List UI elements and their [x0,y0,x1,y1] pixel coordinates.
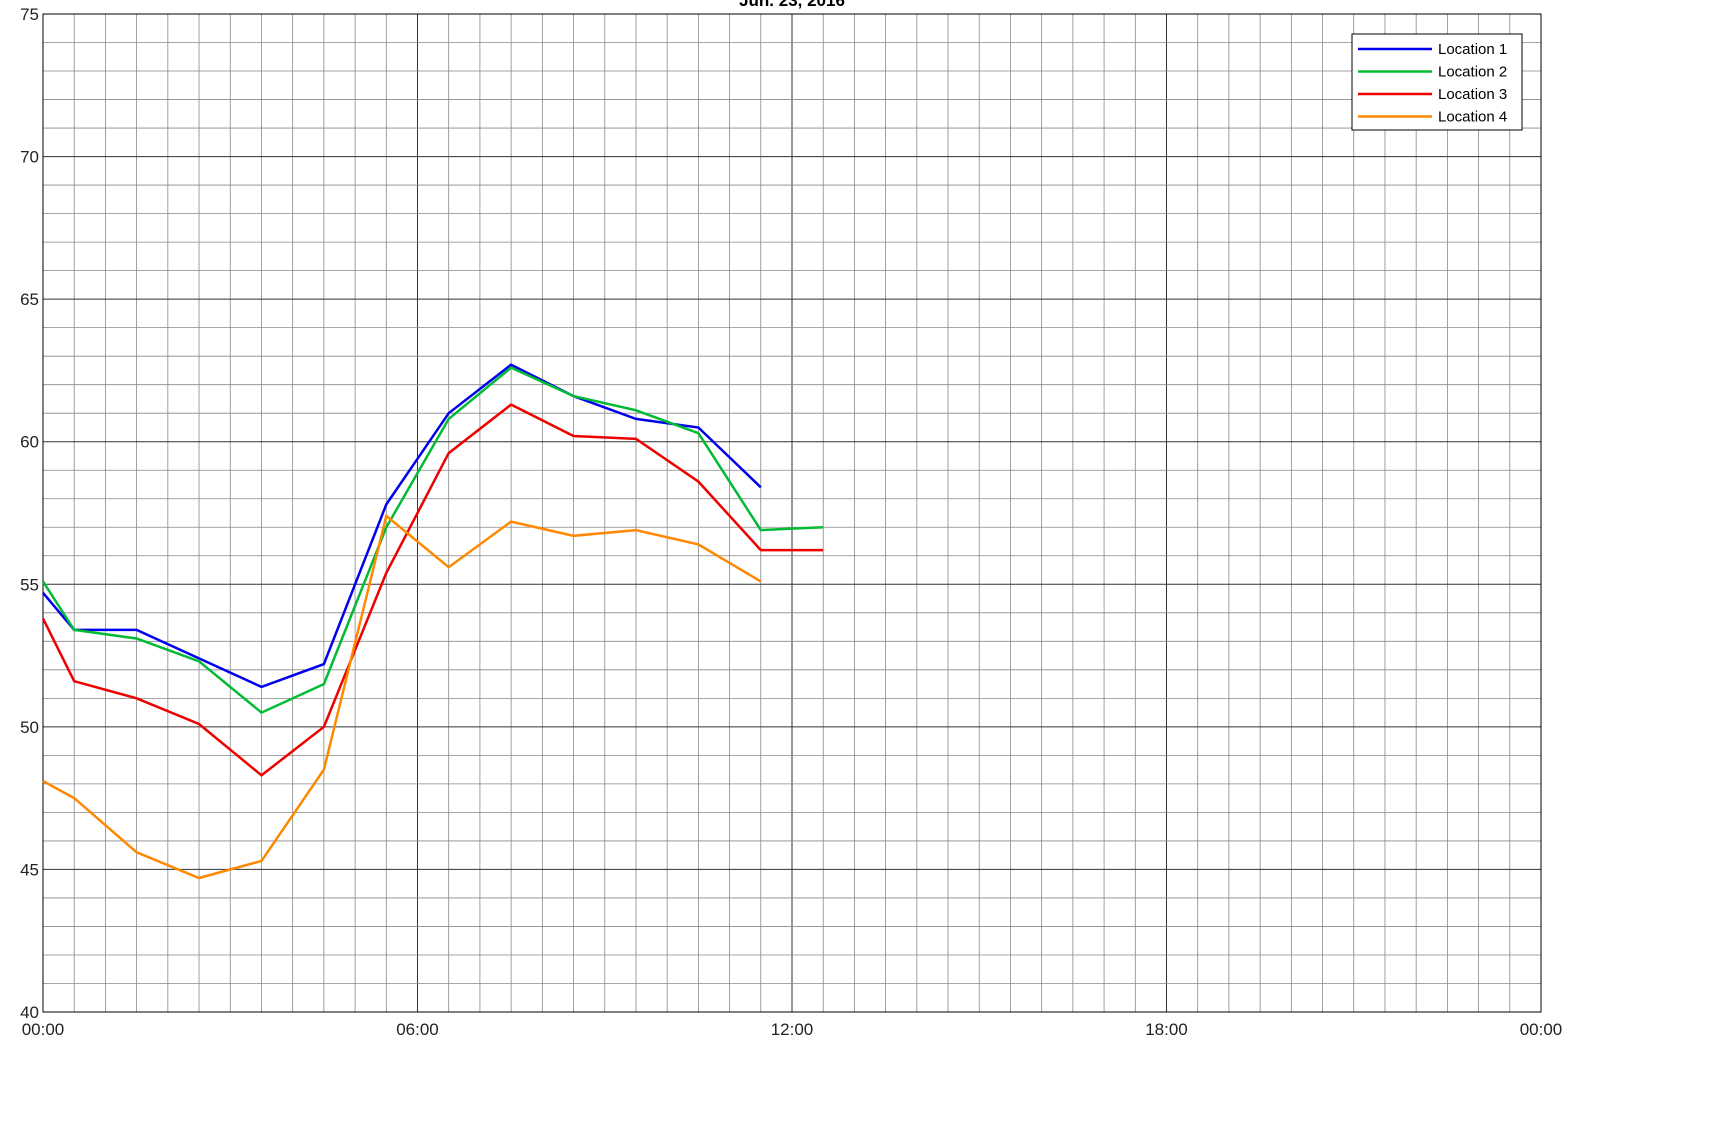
series-line-location-3 [41,403,824,777]
y-tick-label: 55 [20,575,39,594]
y-tick-label: 65 [20,290,39,309]
series-line-location-2 [41,366,824,715]
y-tick-label: 40 [20,1003,39,1022]
legend-entry: Location 1 [1438,41,1507,58]
x-tick-label: 12:00 [771,1020,814,1039]
x-tick-label: 18:00 [1145,1020,1188,1039]
series-line-location-4 [42,513,762,880]
axis-ticks: 00:00 06:00 12:00 18:00 00:00404550556065707… [20,5,1562,1039]
y-tick-label: 70 [20,148,39,167]
x-tick-label: 06:00 [396,1020,439,1039]
series-lines [41,363,824,880]
chart-title: Jun. 23, 2016 [739,0,845,10]
legend: Location 1 Location 2 Location 3 Location 4 [1351,33,1523,131]
y-tick-label: 60 [20,433,39,452]
legend-entry: Location 4 [1438,109,1507,126]
y-tick-label: 75 [20,5,39,24]
plot-frame [42,13,1542,1013]
legend-entry: Location 3 [1438,86,1507,103]
legend-entry: Location 2 [1438,64,1507,81]
y-tick-label: 45 [20,860,39,879]
x-tick-label: 00:00 [22,1020,65,1039]
x-tick-label: 00:00 [1520,1020,1563,1039]
series-line-location-1 [42,363,762,689]
y-tick-label: 50 [20,718,39,737]
